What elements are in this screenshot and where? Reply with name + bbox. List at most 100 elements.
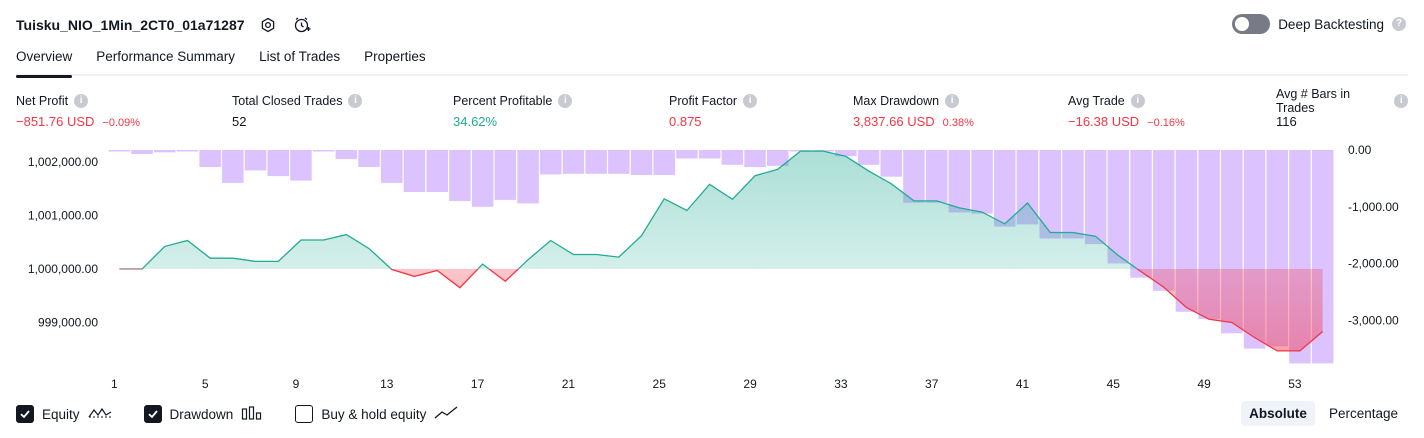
percentage-button[interactable]: Percentage: [1328, 406, 1398, 421]
tab-overview[interactable]: Overview: [16, 46, 73, 78]
x-axis-tick: 17: [471, 377, 485, 391]
legend-buy-hold[interactable]: Buy & hold equity: [295, 405, 458, 423]
tab-properties[interactable]: Properties: [364, 49, 426, 64]
metric-value: 34.62%: [453, 114, 498, 129]
info-icon[interactable]: i: [1130, 94, 1145, 108]
left-axis-tick: 1,000,000.00: [28, 262, 98, 276]
equity-checkbox[interactable]: [16, 405, 34, 423]
drawdown-bar: [290, 150, 312, 181]
drawdown-bar: [176, 150, 199, 152]
buy-hold-checkbox[interactable]: [295, 405, 314, 423]
metric-avg-bars-in-trades: Avg # Bars in Trades i 116: [1276, 87, 1408, 129]
drawdown-bar: [1039, 150, 1061, 239]
metric-value: −16.38 USD: [1068, 114, 1140, 129]
right-axis-tick: 0.00: [1348, 143, 1372, 157]
metric-label: Profit Factor: [669, 94, 738, 108]
legend-label: Equity: [42, 406, 80, 422]
metric-label: Avg Trade: [1068, 94, 1125, 108]
drawdown-bar: [426, 150, 448, 192]
drawdown-bar: [131, 150, 153, 154]
drawdown-bar: [1107, 150, 1130, 264]
drawdown-bar: [653, 150, 675, 175]
value-mode-switch: Absolute Percentage: [1241, 401, 1406, 426]
drawdown-bar: [994, 150, 1016, 227]
drawdown-bar: [835, 150, 857, 157]
x-axis-tick: 29: [743, 377, 757, 391]
x-axis-tick: 21: [562, 377, 576, 391]
drawdown-bar: [244, 150, 267, 171]
metric-pct: −0.16%: [1147, 117, 1185, 129]
right-axis-tick: -1,000.00: [1348, 200, 1399, 214]
x-axis-tick: 9: [293, 377, 300, 391]
drawdown-bar: [540, 150, 562, 175]
drawdown-checkbox[interactable]: [143, 405, 162, 423]
legend-equity[interactable]: Equity: [16, 405, 112, 423]
drawdown-bar: [1130, 150, 1152, 278]
deep-backtesting: Deep Backtesting ?: [1232, 14, 1406, 34]
drawdown-bar: [721, 150, 744, 165]
drawdown-bar: [585, 150, 607, 174]
metric-label: Total Closed Trades: [232, 94, 343, 108]
chart-legend: Equity Drawdown Buy & hold equity: [16, 403, 490, 425]
equity-line-icon: [88, 406, 112, 423]
drawdown-bar: [108, 150, 131, 152]
info-icon[interactable]: i: [1394, 94, 1408, 108]
metric-pct: −0.09%: [102, 117, 141, 129]
legend-label: Buy & hold equity: [321, 406, 427, 422]
drawdown-bar: [767, 150, 789, 166]
tab-performance-summary[interactable]: Performance Summary: [96, 49, 236, 64]
drawdown-bar: [267, 150, 289, 177]
drawdown-bar: [381, 150, 403, 183]
deep-backtesting-info-icon[interactable]: ?: [1392, 17, 1406, 31]
info-icon[interactable]: i: [348, 94, 363, 108]
drawdown-bar: [403, 150, 426, 192]
legend-label: Drawdown: [169, 406, 234, 422]
drawdown-bar: [471, 150, 494, 207]
info-icon[interactable]: i: [743, 94, 758, 108]
metric-pct: 0.38%: [942, 117, 974, 129]
metric-avg-trade: Avg Trade i −16.38 USD −0.16%: [1068, 93, 1185, 129]
metric-value: 3,837.66 USD: [853, 114, 935, 129]
deep-backtesting-toggle[interactable]: [1232, 14, 1271, 34]
equity-chart-svg: 1,002,000.00 1,001,000.00 1,000,000.00 999,…: [28, 143, 1399, 391]
metric-total-closed-trades: Total Closed Trades i 52: [232, 93, 363, 129]
tab-list-of-trades[interactable]: List of Trades: [259, 49, 341, 64]
info-icon[interactable]: i: [945, 94, 960, 108]
x-axis-tick: 41: [1016, 377, 1030, 391]
metric-value: 116: [1276, 114, 1297, 129]
drawdown-bar: [517, 150, 539, 204]
x-axis-tick: 45: [1107, 377, 1121, 391]
drawdown-bar: [222, 150, 244, 183]
drawdown-bar: [1016, 150, 1039, 225]
x-axis-tick: 33: [834, 377, 848, 391]
equity-line-profit: [119, 150, 1139, 269]
drawdown-bar: [562, 150, 585, 174]
info-icon[interactable]: i: [558, 94, 573, 108]
drawdown-bar: [335, 150, 358, 160]
drawdown-bar: [880, 150, 902, 177]
strategy-title: Tuisku_NIO_1Min_2CT0_01a71287: [16, 17, 245, 33]
metric-max-drawdown: Max Drawdown i 3,837.66 USD 0.38%: [853, 93, 974, 129]
strategy-header: Tuisku_NIO_1Min_2CT0_01a71287: [16, 14, 313, 36]
drawdown-bar: [494, 150, 517, 200]
alert-clock-icon[interactable]: [291, 14, 313, 36]
buy-hold-line-icon: [434, 405, 458, 423]
x-axis-tick: 13: [380, 377, 394, 391]
settings-icon[interactable]: [257, 14, 279, 36]
left-axis-tick: 999,000.00: [38, 316, 98, 330]
metrics-row: Net Profit i −851.76 USD −0.09% Total Clos…: [16, 87, 1408, 133]
metric-label: Max Drawdown: [853, 94, 940, 108]
equity-chart[interactable]: 1,002,000.00 1,001,000.00 1,000,000.00 999,…: [0, 138, 1424, 398]
info-icon[interactable]: i: [74, 94, 89, 108]
drawdown-bar: [698, 150, 721, 159]
drawdown-bar: [1153, 150, 1175, 291]
metric-value: 52: [232, 114, 247, 129]
absolute-button[interactable]: Absolute: [1241, 401, 1315, 426]
left-axis-tick: 1,001,000.00: [28, 208, 98, 222]
drawdown-bar: [971, 150, 993, 214]
metric-label: Net Profit: [16, 94, 69, 108]
legend-drawdown[interactable]: Drawdown: [143, 405, 264, 423]
metric-value: −851.76 USD: [16, 114, 95, 129]
x-axis-tick: 1: [111, 377, 118, 391]
drawdown-bar: [630, 150, 653, 175]
